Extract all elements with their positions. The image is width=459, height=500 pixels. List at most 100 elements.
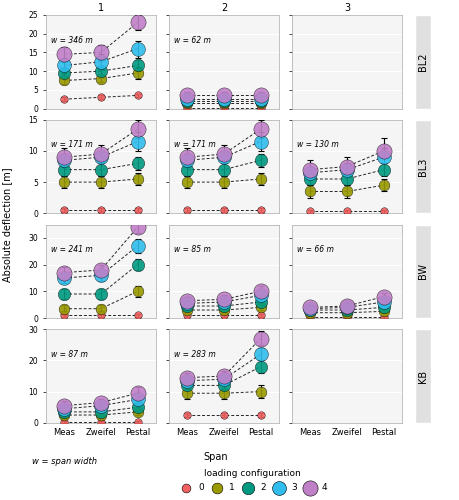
Point (61, 95, 68, 103)
Point (61, 304, 68, 312)
Text: Span: Span (203, 452, 228, 462)
Point (257, 292, 264, 300)
Point (134, 175, 141, 183)
Point (257, 350, 264, 358)
Point (184, 382, 191, 390)
Text: w = span width: w = span width (32, 458, 97, 466)
Point (257, 312, 264, 320)
Point (257, 125, 264, 133)
Point (380, 308, 387, 316)
Point (97, 402, 105, 409)
Text: KB: KB (418, 370, 428, 382)
Point (134, 312, 141, 320)
Text: w = 346 m: w = 346 m (51, 36, 93, 44)
Point (307, 308, 314, 316)
Point (257, 206, 264, 214)
Point (97, 408, 105, 416)
Point (61, 153, 68, 161)
Point (184, 411, 191, 419)
Point (257, 156, 264, 164)
Text: w = 241 m: w = 241 m (51, 245, 93, 254)
Point (257, 362, 264, 370)
Point (97, 206, 105, 214)
Point (184, 306, 191, 314)
Text: BW: BW (418, 264, 428, 280)
Point (134, 92, 141, 100)
Point (307, 304, 314, 312)
Point (220, 92, 228, 100)
Point (220, 302, 228, 310)
Point (343, 308, 351, 316)
Point (257, 334, 264, 342)
Point (134, 403, 141, 411)
Point (184, 166, 191, 173)
Point (343, 175, 351, 183)
Point (97, 58, 105, 66)
Point (61, 156, 68, 164)
Point (184, 296, 191, 304)
Point (380, 166, 387, 173)
Point (343, 312, 351, 320)
Point (134, 408, 141, 416)
Point (61, 290, 68, 298)
Point (220, 166, 228, 173)
Point (184, 99, 191, 107)
Point (307, 312, 314, 320)
Point (134, 138, 141, 145)
Point (184, 374, 191, 382)
Point (134, 160, 141, 168)
Point (97, 67, 105, 75)
Point (184, 95, 191, 103)
Point (380, 208, 387, 216)
Point (380, 153, 387, 161)
Point (220, 375, 228, 383)
Point (184, 300, 191, 308)
Point (257, 288, 264, 296)
Point (343, 306, 351, 314)
Point (97, 411, 105, 419)
Point (343, 166, 351, 173)
Point (343, 188, 351, 196)
Point (220, 153, 228, 161)
Text: BL2: BL2 (418, 52, 428, 71)
Point (184, 389, 191, 397)
Point (380, 147, 387, 155)
Point (380, 181, 387, 189)
Text: w = 66 m: w = 66 m (297, 245, 334, 254)
Point (61, 166, 68, 173)
Point (61, 206, 68, 214)
Point (61, 411, 68, 419)
Point (97, 272, 105, 280)
Point (257, 411, 264, 419)
Point (307, 166, 314, 173)
Point (134, 69, 141, 77)
Point (61, 312, 68, 320)
Point (220, 178, 228, 186)
Point (257, 388, 264, 396)
Point (61, 268, 68, 276)
Point (184, 104, 191, 112)
Text: w = 171 m: w = 171 m (174, 140, 216, 149)
Point (343, 304, 351, 312)
Point (307, 188, 314, 196)
Point (97, 94, 105, 102)
Point (184, 206, 191, 214)
Point (134, 18, 141, 26)
Point (220, 372, 228, 380)
Point (220, 97, 228, 105)
Title: 2: 2 (221, 3, 227, 13)
Point (343, 162, 351, 170)
Point (220, 411, 228, 419)
Point (97, 74, 105, 82)
Point (380, 292, 387, 300)
Point (184, 156, 191, 164)
Point (134, 260, 141, 268)
Point (184, 302, 191, 310)
Point (257, 99, 264, 107)
Text: w = 283 m: w = 283 m (174, 350, 216, 359)
Point (307, 306, 314, 314)
Point (307, 304, 314, 312)
Point (307, 208, 314, 216)
Point (220, 99, 228, 107)
Point (220, 382, 228, 390)
